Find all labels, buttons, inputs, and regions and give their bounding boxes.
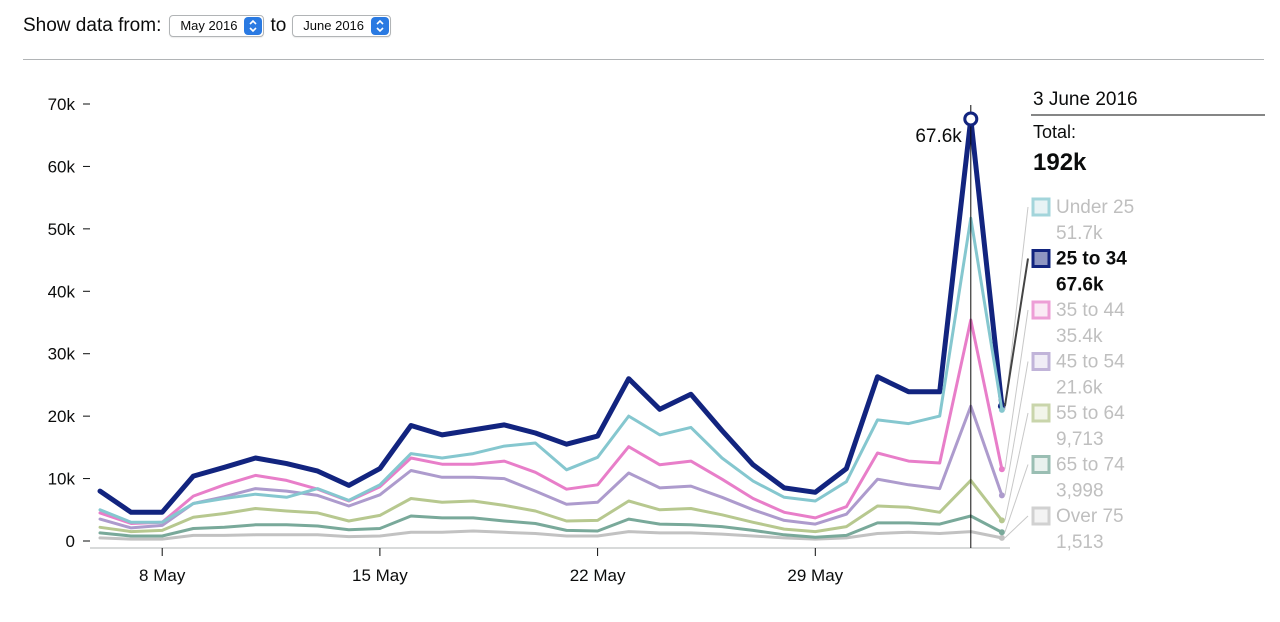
- series-end-point: [998, 406, 1005, 413]
- tooltip-date: 3 June 2016: [1033, 89, 1138, 110]
- series-line-25-to-34: [97, 116, 1005, 515]
- y-tick-label: 10k: [48, 470, 76, 489]
- date-range-controls: Show data from: May 2016 to June 2016: [23, 12, 392, 40]
- select-chevron-icon: [244, 17, 263, 35]
- tooltip-total-value: 192k: [1033, 149, 1087, 176]
- y-tick-label: 20k: [48, 407, 76, 426]
- legend-swatch: [1031, 403, 1051, 423]
- to-month-select[interactable]: June 2016: [292, 15, 392, 37]
- legend-leader-line: [1004, 515, 1029, 539]
- x-tick-label: 8 May: [139, 566, 186, 585]
- y-tick-label: 60k: [48, 157, 76, 176]
- legend-series-name: 55 to 64: [1056, 403, 1125, 424]
- legend-series-name: 25 to 34: [1056, 249, 1127, 270]
- y-tick-label: 70k: [48, 95, 76, 114]
- legend-leader-line: [1004, 361, 1029, 496]
- legend-series-name: Over 75: [1056, 506, 1124, 527]
- peak-value-label: 67.6k: [915, 126, 962, 147]
- legend-swatch: [1031, 352, 1051, 371]
- legend-series-value: 9,713: [1056, 429, 1104, 450]
- legend-series-value: 67.6k: [1056, 275, 1104, 296]
- series-line-65-to-74: [98, 514, 1004, 539]
- y-tick-label: 30k: [48, 345, 76, 364]
- series-end-point: [998, 517, 1005, 524]
- y-tick-label: 0: [66, 532, 75, 551]
- series-line-under-25: [98, 216, 1004, 524]
- to-month-value: June 2016: [303, 18, 365, 33]
- tooltip-total-label: Total:: [1033, 122, 1076, 142]
- legend-series-value: 21.6k: [1056, 378, 1103, 399]
- y-tick-label: 40k: [48, 282, 76, 301]
- legend-series-name: Under 25: [1056, 197, 1134, 218]
- legend-leader-line: [1003, 258, 1029, 407]
- legend-series-name: 45 to 54: [1056, 352, 1125, 373]
- series-line-35-to-44: [98, 318, 1004, 525]
- legend-leader-line: [1004, 412, 1029, 521]
- from-month-value: May 2016: [180, 18, 238, 33]
- series-line-45-to-54: [98, 404, 1004, 530]
- series-line-55-to-64: [98, 478, 1004, 534]
- x-tick-label: 22 May: [570, 566, 626, 585]
- legend-series-value: 51.7k: [1056, 223, 1103, 244]
- x-tick-label: 15 May: [352, 566, 408, 585]
- legend-series-name: 65 to 74: [1056, 455, 1125, 476]
- legend-swatch: [1031, 300, 1051, 320]
- select-chevron-icon: [371, 17, 390, 35]
- legend-leader-line: [1004, 464, 1029, 533]
- series-end-point: [998, 529, 1005, 536]
- legend-swatch: [1031, 506, 1051, 526]
- header-divider: [23, 59, 1264, 60]
- legend-swatch: [1031, 455, 1051, 474]
- series-end-point: [998, 492, 1005, 499]
- series-end-point: [998, 534, 1005, 541]
- legend-series-value: 3,998: [1056, 481, 1104, 502]
- to-label: to: [270, 15, 287, 36]
- x-tick-label: 29 May: [787, 566, 843, 585]
- legend-swatch: [1031, 197, 1051, 217]
- legend-series-name: 35 to 44: [1056, 300, 1125, 321]
- legend-series-value: 1,513: [1056, 532, 1104, 553]
- y-tick-label: 50k: [48, 220, 76, 239]
- show-data-label: Show data from:: [23, 15, 162, 36]
- legend-series-value: 35.4k: [1056, 326, 1103, 347]
- legend-swatch: [1031, 249, 1051, 268]
- series-end-point: [998, 466, 1005, 473]
- legend-leader-line: [1004, 309, 1029, 470]
- hover-point-marker: [963, 111, 979, 127]
- series-line-over-75: [98, 529, 1004, 541]
- from-month-select[interactable]: May 2016: [169, 15, 265, 37]
